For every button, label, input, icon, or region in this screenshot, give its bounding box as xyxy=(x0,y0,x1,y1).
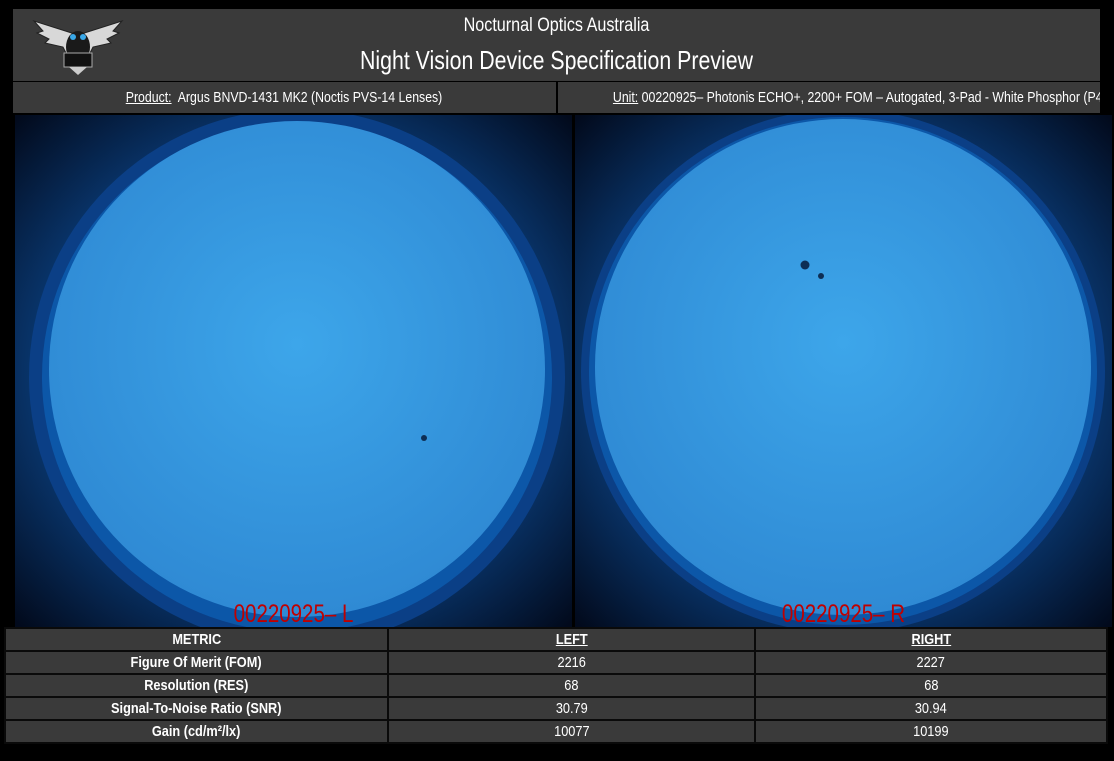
left-tube-image: 00220925– L xyxy=(15,115,572,627)
blemish-spot xyxy=(421,435,427,441)
table-row: Signal-To-Noise Ratio (SNR) 30.79 30.94 xyxy=(4,696,1108,721)
metric-cell: Resolution (RES) xyxy=(4,673,389,698)
table-row: Figure Of Merit (FOM) 2216 2227 xyxy=(4,650,1108,675)
right-value: 2227 xyxy=(754,650,1108,675)
right-value: 68 xyxy=(754,673,1108,698)
header: Nocturnal Optics Australia Night Vision … xyxy=(13,9,1100,81)
left-value: 30.79 xyxy=(387,696,756,721)
metric-cell: Gain (cd/m²/lx) xyxy=(4,719,389,744)
metrics-table: METRIC LEFT RIGHT Figure Of Merit (FOM) … xyxy=(4,627,1108,744)
page-title: Night Vision Device Specification Previe… xyxy=(359,45,754,75)
right-tube-image: 00220925– R xyxy=(575,115,1112,627)
right-value: 10199 xyxy=(754,719,1108,744)
table-row: Resolution (RES) 68 68 xyxy=(4,673,1108,698)
unit-info: Unit: 00220925– Photonis ECHO+, 2200+ FO… xyxy=(558,82,1100,113)
blemish-spot xyxy=(818,273,824,279)
metric-header: METRIC xyxy=(4,627,389,652)
metric-cell: Figure Of Merit (FOM) xyxy=(4,650,389,675)
right-tube-label: 00220925– R xyxy=(781,600,906,627)
company-name: Nocturnal Optics Australia xyxy=(463,15,650,36)
owl-logo-icon xyxy=(32,19,124,75)
left-value: 68 xyxy=(387,673,756,698)
table-row: Gain (cd/m²/lx) 10077 10199 xyxy=(4,719,1108,744)
right-header: RIGHT xyxy=(754,627,1108,652)
product-label: Product: xyxy=(126,89,173,106)
unit-label: Unit: xyxy=(612,89,639,106)
product-value: Argus BNVD-1431 MK2 (Noctis PVS-14 Lense… xyxy=(178,89,443,106)
left-value: 10077 xyxy=(387,719,756,744)
right-value: 30.94 xyxy=(754,696,1108,721)
table-header-row: METRIC LEFT RIGHT xyxy=(4,627,1108,652)
phosphor-screen xyxy=(49,121,545,617)
left-tube-label: 00220925– L xyxy=(233,600,354,627)
unit-value: 00220925– Photonis ECHO+, 2200+ FOM – Au… xyxy=(641,89,1100,106)
product-info: Product: Argus BNVD-1431 MK2 (Noctis PVS… xyxy=(13,82,556,113)
phosphor-screen xyxy=(595,119,1091,615)
blemish-spot xyxy=(800,260,810,270)
metric-cell: Signal-To-Noise Ratio (SNR) xyxy=(4,696,389,721)
left-header: LEFT xyxy=(387,627,756,652)
left-value: 2216 xyxy=(387,650,756,675)
